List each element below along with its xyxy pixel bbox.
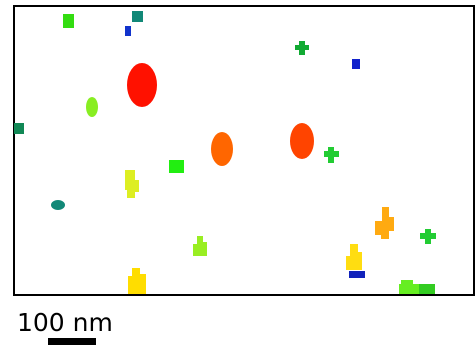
particle [86, 97, 98, 117]
particle [125, 26, 131, 36]
particle [419, 284, 435, 294]
scale-bar-label: 100 nm [17, 308, 113, 337]
micrograph [14, 6, 474, 295]
particle [14, 123, 24, 134]
particle [63, 14, 74, 28]
particle [290, 123, 314, 159]
micrograph-figure: 100 nm [0, 0, 475, 345]
particle [127, 63, 157, 107]
particle [51, 200, 65, 210]
particle [169, 160, 184, 173]
particle [349, 271, 365, 278]
scale-bar [48, 338, 96, 345]
particle [211, 132, 233, 166]
particle [352, 59, 360, 69]
page: 100 nm (() => { const data = JSON.parse(… [0, 0, 475, 345]
particle [132, 11, 143, 22]
image-frame [14, 6, 474, 295]
